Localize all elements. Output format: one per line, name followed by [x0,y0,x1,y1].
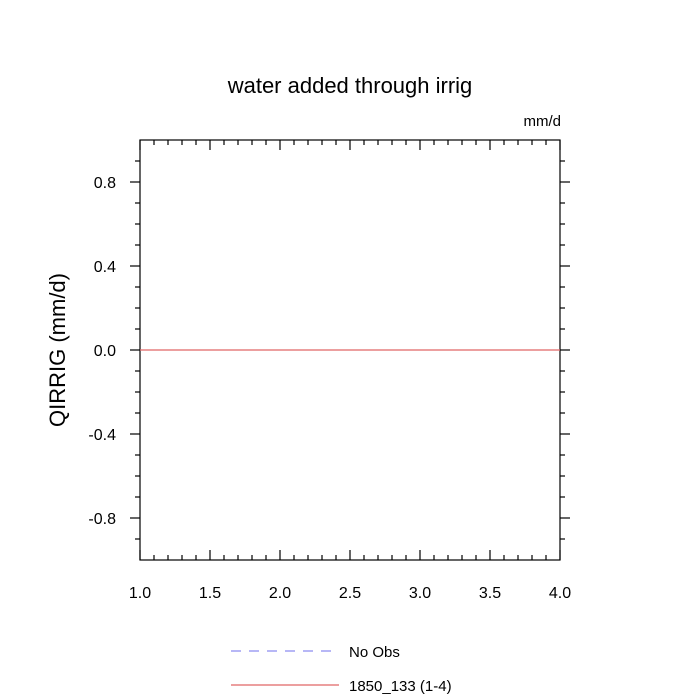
y-tick-label: -0.8 [88,511,116,528]
x-tick-label: 2.0 [269,585,291,602]
x-tick-label: 1.0 [129,585,151,602]
y-ticks: 0.8 0.4 0.0 -0.4 -0.8 [88,160,570,540]
x-tick-label: 3.5 [479,585,501,602]
y-tick-label: 0.8 [94,175,116,192]
y-axis-label: QIRRIG (mm/d) [45,273,70,427]
legend-label: No Obs [349,644,400,661]
x-ticks: 1.0 1.5 2.0 2.5 3.0 3.5 4.0 [129,140,571,602]
legend-label: 1850_133 (1-4) [349,678,452,695]
y-tick-label: -0.4 [88,427,116,444]
x-tick-label: 3.0 [409,585,431,602]
x-tick-label: 4.0 [549,585,571,602]
y-tick-label: 0.0 [94,343,116,360]
y-tick-label: 0.4 [94,259,116,276]
chart-title: water added through irrig [227,73,473,98]
legend: No Obs 1850_133 (1-4) [231,644,452,695]
x-tick-label: 1.5 [199,585,221,602]
x-tick-label: 2.5 [339,585,361,602]
units-label: mm/d [524,113,562,130]
